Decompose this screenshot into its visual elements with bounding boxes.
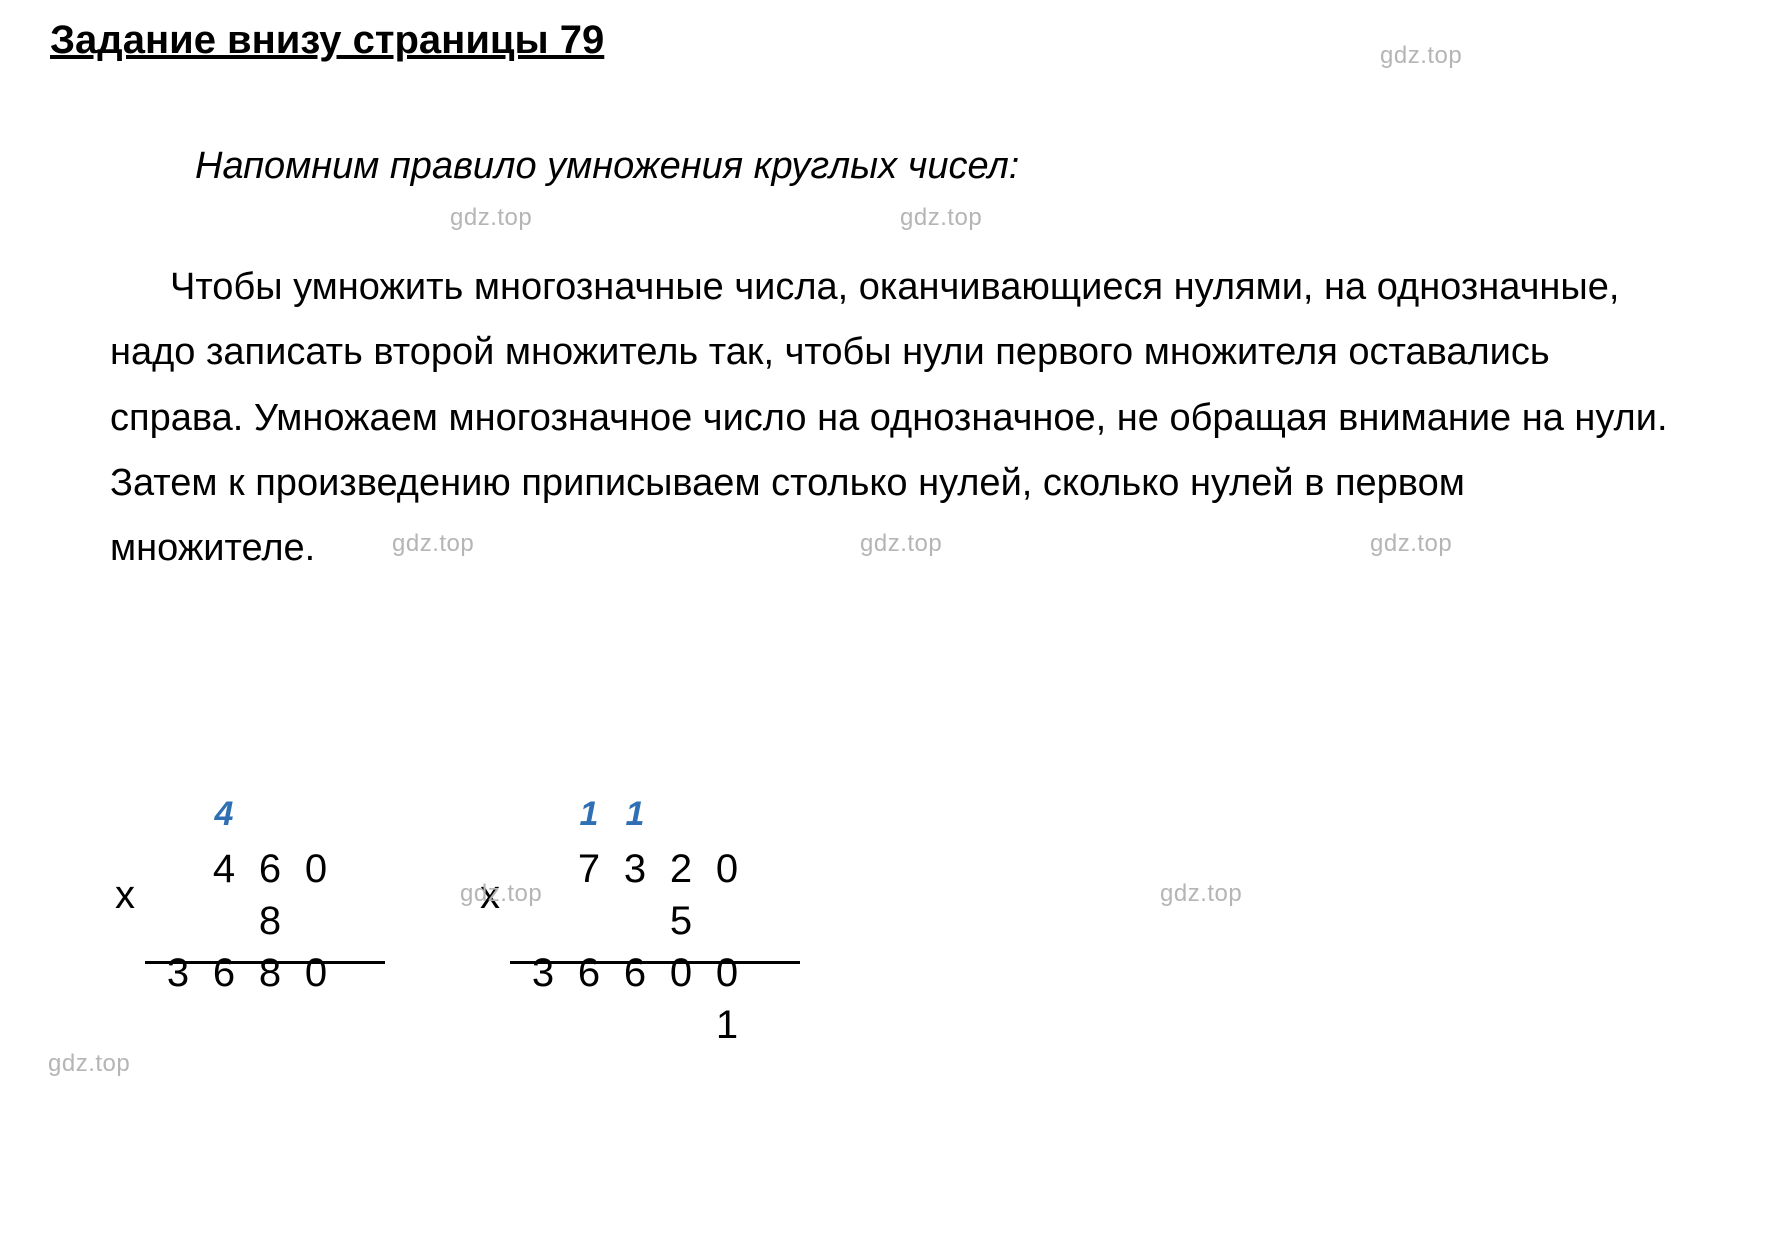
watermark: gdz.top — [1380, 42, 1462, 70]
bottom-digit — [704, 899, 750, 951]
top-digit — [155, 847, 201, 899]
carry-digit — [520, 795, 566, 847]
top-digit: 0 — [704, 847, 750, 899]
result-digit: 0 — [658, 951, 704, 1003]
mult2-grid: 1 1 7 3 2 0 5 3 6 6 0 0 1 — [520, 795, 750, 1055]
watermark: gdz.top — [1370, 530, 1452, 558]
extra-digit: 1 — [704, 1003, 750, 1055]
carry-digit: 1 — [566, 795, 612, 847]
watermark: gdz.top — [1160, 880, 1242, 908]
bottom-digit: 8 — [247, 899, 293, 951]
top-digit: 7 — [566, 847, 612, 899]
top-digit: 3 — [612, 847, 658, 899]
watermark: gdz.top — [860, 530, 942, 558]
carry-digit — [658, 795, 704, 847]
page: Задание внизу страницы 79 Напомним прави… — [0, 0, 1776, 1233]
bottom-digit — [566, 899, 612, 951]
watermark: gdz.top — [48, 1050, 130, 1078]
result-digit: 6 — [201, 951, 247, 1003]
extra-digit — [566, 1003, 612, 1055]
watermark: gdz.top — [450, 204, 532, 232]
bottom-digit: 5 — [658, 899, 704, 951]
extra-digit — [612, 1003, 658, 1055]
result-digit: 0 — [293, 951, 339, 1003]
result-digit: 3 — [155, 951, 201, 1003]
mult1-grid: 4 4 6 0 8 3 6 8 0 — [155, 795, 339, 1003]
multiplication-1: х 4 4 6 0 8 3 6 8 0 — [155, 795, 339, 1003]
page-title: Задание внизу страницы 79 — [50, 18, 604, 63]
top-digit: 2 — [658, 847, 704, 899]
rule-line: Напомним правило умножения круглых чисел… — [195, 145, 1019, 188]
carry-digit — [293, 795, 339, 847]
bottom-digit — [155, 899, 201, 951]
multiplication-2: х 1 1 7 3 2 0 5 3 6 6 0 0 — [520, 795, 750, 1055]
watermark: gdz.top — [460, 880, 542, 908]
carry-digit — [704, 795, 750, 847]
watermark: gdz.top — [900, 204, 982, 232]
result-line — [510, 961, 800, 964]
result-digit: 3 — [520, 951, 566, 1003]
extra-digit — [658, 1003, 704, 1055]
body-text-content: Чтобы умножить многозначные числа, оканч… — [110, 266, 1668, 569]
top-digit: 4 — [201, 847, 247, 899]
top-digit: 0 — [293, 847, 339, 899]
carry-digit: 1 — [612, 795, 658, 847]
multiply-sign: х — [115, 873, 135, 918]
result-digit: 6 — [566, 951, 612, 1003]
carry-digit — [247, 795, 293, 847]
result-digit: 8 — [247, 951, 293, 1003]
carry-digit — [155, 795, 201, 847]
bottom-digit — [201, 899, 247, 951]
result-line — [145, 961, 385, 964]
result-digit: 0 — [704, 951, 750, 1003]
extra-digit — [520, 1003, 566, 1055]
bottom-digit — [612, 899, 658, 951]
top-digit: 6 — [247, 847, 293, 899]
result-digit: 6 — [612, 951, 658, 1003]
carry-digit: 4 — [201, 795, 247, 847]
watermark: gdz.top — [392, 530, 474, 558]
bottom-digit — [293, 899, 339, 951]
